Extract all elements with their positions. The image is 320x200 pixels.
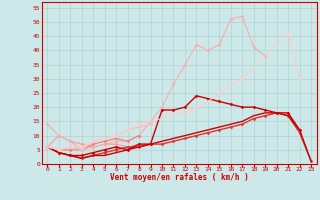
X-axis label: Vent moyen/en rafales ( km/h ): Vent moyen/en rafales ( km/h ) [110,173,249,182]
